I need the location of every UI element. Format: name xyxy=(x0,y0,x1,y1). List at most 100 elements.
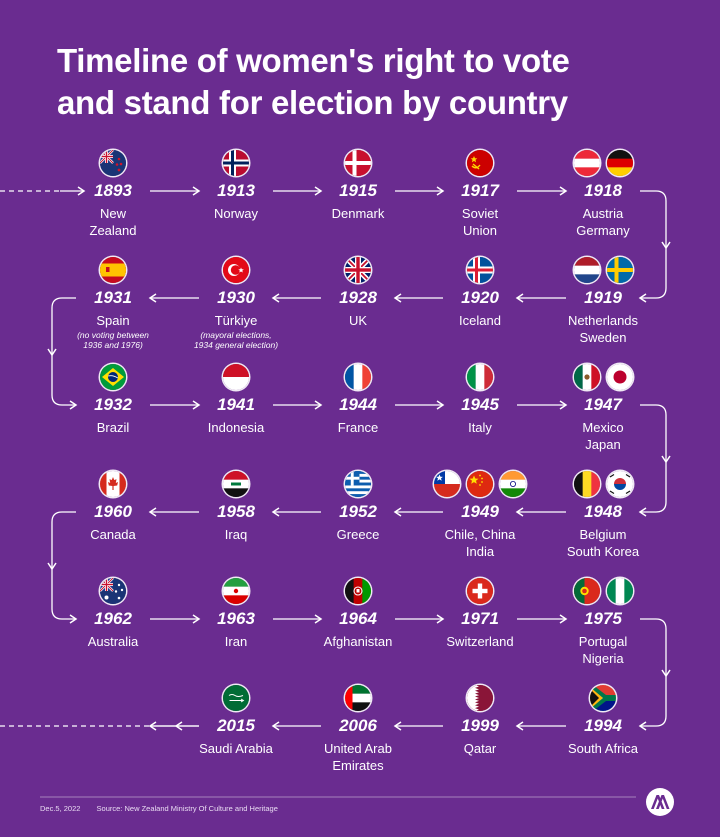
arrow-left-icon xyxy=(638,293,647,303)
connector-turn xyxy=(640,404,667,513)
arrow-left-icon xyxy=(515,507,524,517)
title-line-2: and stand for election by country xyxy=(57,84,568,121)
country-name-line: Iran xyxy=(224,634,248,649)
chile-flag-icon xyxy=(434,471,460,497)
timeline-entry: 1919 Netherlands Sweden xyxy=(541,257,665,346)
timeline-entry: 1949 Chile, China India xyxy=(418,471,542,560)
country-name-line: Australia xyxy=(87,634,139,649)
timeline-entry: 1920 Iceland xyxy=(418,257,542,329)
country-label: Soviet Union xyxy=(418,205,542,239)
flag-group xyxy=(296,578,420,604)
country-label: South Africa xyxy=(541,740,665,757)
country-label: New Zealand xyxy=(51,205,175,239)
flag-group xyxy=(541,471,665,497)
country-label: United Arab Emirates xyxy=(296,740,420,774)
year-label: 1971 xyxy=(418,608,542,630)
year-label: 1962 xyxy=(51,608,175,630)
brazil-flag-icon xyxy=(100,364,126,390)
country-name-line: South Korea xyxy=(566,544,640,559)
flag-group xyxy=(541,685,665,711)
country-name-line: Iraq xyxy=(224,527,248,542)
country-label: Saudi Arabia xyxy=(174,740,298,757)
timeline-entry: 1928 UK xyxy=(296,257,420,329)
year-label: 2015 xyxy=(174,715,298,737)
country-name-line: Zealand xyxy=(89,223,137,238)
country-name-line: Spain xyxy=(96,313,130,328)
arrow-down-icon xyxy=(661,241,671,250)
flag-group xyxy=(541,150,665,176)
country-name-line: UK xyxy=(348,313,368,328)
south-korea-flag-icon xyxy=(606,471,633,497)
country-name-line: Austria xyxy=(582,206,624,221)
china-flag-icon xyxy=(467,471,493,497)
timeline-entry: 1960 Canada xyxy=(51,471,175,543)
denmark-flag-icon xyxy=(345,150,371,176)
flag-group xyxy=(418,364,542,390)
switzerland-flag-icon xyxy=(467,578,493,604)
arrow-right-icon xyxy=(314,400,323,410)
year-label: 1958 xyxy=(174,501,298,523)
arrow-left-icon xyxy=(271,721,280,731)
flag-group xyxy=(418,257,542,283)
belgium-flag-icon xyxy=(573,471,600,497)
country-label: Austria Germany xyxy=(541,205,665,239)
timeline-entry: 1948 Belgium South Korea xyxy=(541,471,665,560)
country-label: Greece xyxy=(296,526,420,543)
country-name-line: Japan xyxy=(585,437,621,452)
note-line: 1936 and 1976) xyxy=(83,340,143,350)
country-name-line: Sweden xyxy=(579,330,627,345)
year-label: 1915 xyxy=(296,180,420,202)
country-note: (mayoral elections, 1934 general election… xyxy=(174,330,298,350)
country-label: Türkiye xyxy=(174,312,298,329)
flag-group xyxy=(174,578,298,604)
country-label: Chile, China India xyxy=(418,526,542,560)
year-label: 1994 xyxy=(541,715,665,737)
year-label: 1918 xyxy=(541,180,665,202)
country-label: Spain xyxy=(51,312,175,329)
flag-group xyxy=(296,685,420,711)
arrow-left-icon xyxy=(148,293,157,303)
iran-flag-icon xyxy=(223,578,249,604)
year-label: 1920 xyxy=(418,287,542,309)
arrow-left-icon xyxy=(271,293,280,303)
timeline-entry: 1958 Iraq xyxy=(174,471,298,543)
flag-group xyxy=(541,257,665,283)
timeline-entry: 1971 Switzerland xyxy=(418,578,542,650)
arrow-right-icon xyxy=(436,614,445,624)
country-name-line: Portugal xyxy=(578,634,628,649)
country-name-line: Greece xyxy=(336,527,380,542)
year-label: 1952 xyxy=(296,501,420,523)
year-label: 1913 xyxy=(174,180,298,202)
country-label: Iceland xyxy=(418,312,542,329)
arrow-down-icon xyxy=(47,562,57,571)
country-name-line: Canada xyxy=(90,527,136,542)
arrow-right-icon xyxy=(559,614,568,624)
country-name-line: Denmark xyxy=(331,206,385,221)
arrow-right-icon xyxy=(192,400,201,410)
year-label: 1945 xyxy=(418,394,542,416)
arrow-right-icon xyxy=(192,614,201,624)
country-name-line: Union xyxy=(463,223,497,238)
flag-group xyxy=(296,150,420,176)
country-name-line: France xyxy=(337,420,379,435)
country-label: Iran xyxy=(174,633,298,650)
year-label: 2006 xyxy=(296,715,420,737)
japan-flag-icon xyxy=(606,364,633,390)
arrow-left-icon xyxy=(393,507,402,517)
country-label: Australia xyxy=(51,633,175,650)
flag-group xyxy=(51,578,175,604)
timeline-entry: 1999 Qatar xyxy=(418,685,542,757)
connector-turn xyxy=(51,511,76,620)
country-label: France xyxy=(296,419,420,436)
qatar-flag-icon xyxy=(467,685,493,711)
canada-flag-icon xyxy=(100,471,126,497)
year-label: 1948 xyxy=(541,501,665,523)
year-label: 1930 xyxy=(174,287,298,309)
country-name-line: Italy xyxy=(468,420,492,435)
flag-group xyxy=(51,471,175,497)
country-name-line: Qatar xyxy=(463,741,497,756)
timeline-entry: 1962 Australia xyxy=(51,578,175,650)
flag-group xyxy=(541,578,665,604)
timeline-entry: 1947 Mexico Japan xyxy=(541,364,665,453)
